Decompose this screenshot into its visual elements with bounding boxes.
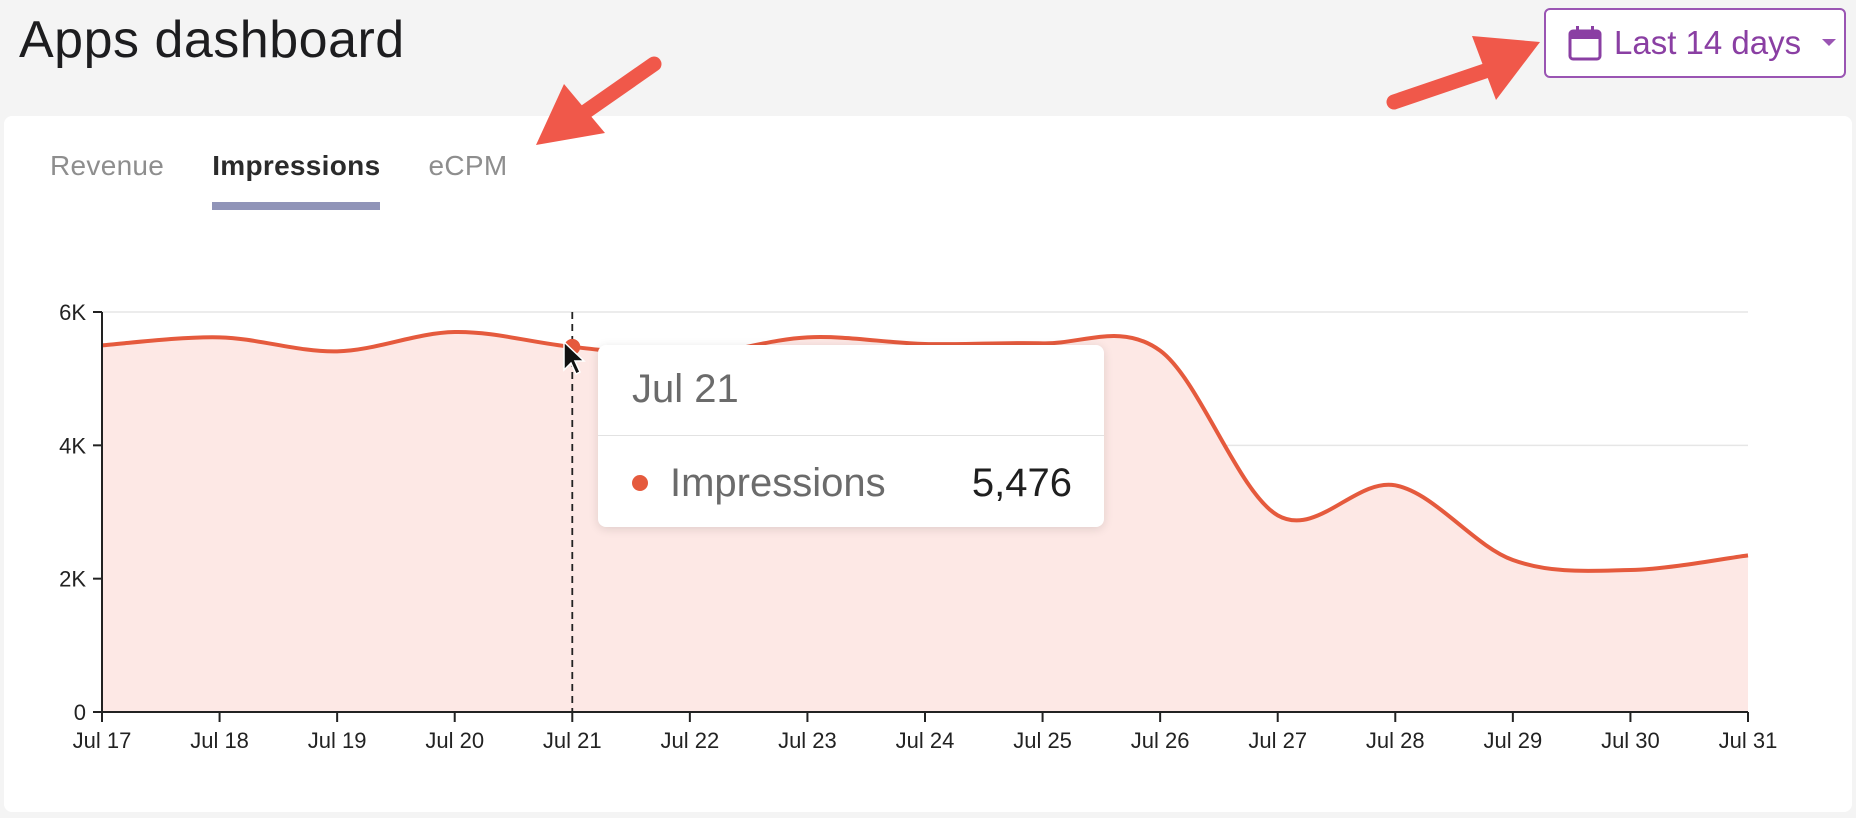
tooltip-date: Jul 21 <box>632 367 739 411</box>
x-tick-label: Jul 20 <box>425 728 484 753</box>
y-tick-label: 0 <box>74 700 86 725</box>
x-tick-label: Jul 28 <box>1366 728 1425 753</box>
tooltip-divider <box>598 435 1104 436</box>
metric-tabs: Revenue Impressions eCPM <box>50 150 555 210</box>
x-tick-label: Jul 22 <box>660 728 719 753</box>
x-tick-label: Jul 31 <box>1719 728 1778 753</box>
annotation-arrowhead-tabs <box>536 84 605 145</box>
tab-impressions[interactable]: Impressions <box>212 150 381 210</box>
tab-revenue[interactable]: Revenue <box>50 150 165 181</box>
x-tick-label: Jul 17 <box>73 728 132 753</box>
mouse-cursor-icon <box>563 340 586 376</box>
chevron-down-icon <box>1822 39 1837 46</box>
date-range-label: Last 14 days <box>1614 24 1802 61</box>
x-tick-label: Jul 29 <box>1483 728 1542 753</box>
x-tick-label: Jul 25 <box>1013 728 1072 753</box>
x-tick-label: Jul 23 <box>778 728 837 753</box>
annotation-arrows <box>536 36 1540 145</box>
y-tick-label: 4K <box>59 433 86 458</box>
x-tick-label: Jul 21 <box>543 728 602 753</box>
x-tick-label: Jul 19 <box>308 728 367 753</box>
annotation-arrowhead-date <box>1472 36 1540 100</box>
page-title: Apps dashboard <box>19 11 405 69</box>
tooltip-series-dot <box>632 475 648 491</box>
y-tick-label: 6K <box>59 300 86 325</box>
x-tick-label: Jul 27 <box>1248 728 1307 753</box>
x-tick-label: Jul 24 <box>896 728 955 753</box>
impressions-line <box>101 329 1749 573</box>
tooltip-series-value: 5,476 <box>971 461 1072 505</box>
annotation-arrow-date <box>1386 62 1496 110</box>
tooltip-series-label: Impressions <box>670 461 886 505</box>
date-range-button[interactable]: Last 14 days <box>1544 8 1846 78</box>
x-tick-label: Jul 26 <box>1131 728 1190 753</box>
tab-ecpm[interactable]: eCPM <box>428 150 508 181</box>
x-tick-label: Jul 18 <box>190 728 249 753</box>
chart-tooltip: Jul 21 Impressions 5,476 <box>598 345 1104 527</box>
y-tick-label: 2K <box>59 567 86 592</box>
x-tick-label: Jul 30 <box>1601 728 1660 753</box>
calendar-icon <box>1568 26 1602 61</box>
